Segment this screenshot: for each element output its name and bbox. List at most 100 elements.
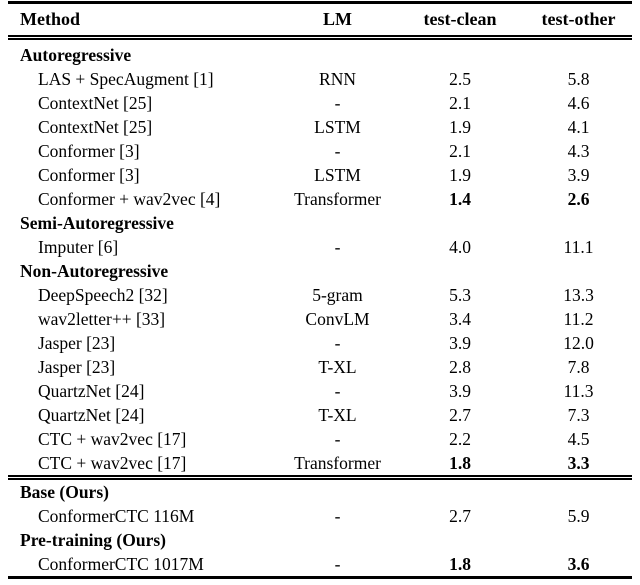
method-cell: Jasper [23] [38, 357, 116, 377]
test-clean-cell: 2.1 [449, 141, 471, 161]
test-clean-cell: 2.1 [449, 93, 471, 113]
test-clean-cell: 3.9 [449, 381, 471, 401]
test-clean-cell: 2.5 [449, 69, 471, 89]
table-row: Conformer [3] - 2.1 4.3 [8, 139, 632, 163]
section-row: Semi-Autoregressive [8, 211, 632, 235]
lm-cell: - [334, 381, 341, 401]
table-row: wav2letter++ [33] ConvLM 3.4 11.2 [8, 307, 632, 331]
test-clean-cell: 1.8 [449, 554, 471, 574]
table-row: QuartzNet [24] - 3.9 11.3 [8, 379, 632, 403]
test-other-cell: 13.3 [563, 285, 594, 305]
section-label: Semi-Autoregressive [20, 213, 174, 233]
lm-cell: LSTM [314, 165, 361, 185]
method-cell: ContextNet [25] [38, 117, 153, 137]
section-row: Non-Autoregressive [8, 259, 632, 283]
lm-cell: - [334, 429, 341, 449]
test-other-cell: 5.9 [567, 506, 590, 526]
test-clean-cell: 2.7 [449, 405, 471, 425]
method-cell: CTC + wav2vec [17] [38, 453, 187, 473]
section-label: Pre-training (Ours) [20, 530, 166, 550]
test-other-cell: 12.0 [563, 333, 594, 353]
table-row: DeepSpeech2 [32] 5-gram 5.3 13.3 [8, 283, 632, 307]
column-header-test-other: test-other [541, 9, 616, 29]
lm-cell: ConvLM [305, 309, 370, 329]
column-header-lm: LM [323, 9, 352, 29]
table-row: ContextNet [25] - 2.1 4.6 [8, 91, 632, 115]
table-row: Jasper [23] - 3.9 12.0 [8, 331, 632, 355]
test-other-cell: 4.6 [567, 93, 590, 113]
lm-cell: - [334, 506, 341, 526]
method-cell: ConformerCTC 1017M [38, 554, 204, 574]
test-other-cell: 3.6 [567, 554, 590, 574]
test-clean-cell: 3.4 [449, 309, 471, 329]
test-clean-cell: 1.4 [449, 189, 471, 209]
lm-cell: 5-gram [312, 285, 363, 305]
table-row: Conformer [3] LSTM 1.9 3.9 [8, 163, 632, 187]
table-row: LAS + SpecAugment [1] RNN 2.5 5.8 [8, 67, 632, 91]
lm-cell: Transformer [294, 189, 381, 209]
method-cell: wav2letter++ [33] [38, 309, 166, 329]
method-cell: Jasper [23] [38, 333, 116, 353]
table-group-comparison: Autoregressive LAS + SpecAugment [1] RNN 2.… [8, 38, 632, 478]
test-other-cell: 4.1 [567, 117, 590, 137]
test-clean-cell: 2.8 [449, 357, 471, 377]
lm-cell: - [334, 93, 341, 113]
table-row: Imputer [6] - 4.0 11.1 [8, 235, 632, 259]
method-cell: Imputer [6] [38, 237, 119, 257]
table-row: CTC + wav2vec [17] Transformer 1.8 3.3 [8, 451, 632, 478]
test-other-cell: 11.3 [563, 381, 594, 401]
section-label: Autoregressive [20, 45, 132, 65]
results-table: Method LM test-clean test-other Autoregr… [8, 1, 632, 579]
table-row: QuartzNet [24] T-XL 2.7 7.3 [8, 403, 632, 427]
table-row: CTC + wav2vec [17] - 2.2 4.5 [8, 427, 632, 451]
table-row: ConformerCTC 116M - 2.7 5.9 [8, 504, 632, 528]
test-other-cell: 3.9 [567, 165, 590, 185]
method-cell: Conformer [3] [38, 141, 140, 161]
test-other-cell: 11.2 [563, 309, 594, 329]
method-cell: DeepSpeech2 [32] [38, 285, 168, 305]
lm-cell: T-XL [318, 405, 357, 425]
method-cell: Conformer [3] [38, 165, 140, 185]
lm-cell: - [334, 141, 341, 161]
test-other-cell: 3.3 [567, 453, 590, 473]
lm-cell: LSTM [314, 117, 361, 137]
table-row: Conformer + wav2vec [4] Transformer 1.4 2.6 [8, 187, 632, 211]
test-other-cell: 4.3 [567, 141, 590, 161]
test-other-cell: 11.1 [563, 237, 594, 257]
lm-cell: Transformer [294, 453, 381, 473]
column-header-test-clean: test-clean [423, 9, 497, 29]
section-label: Non-Autoregressive [20, 261, 169, 281]
test-clean-cell: 4.0 [449, 237, 471, 257]
method-cell: ContextNet [25] [38, 93, 153, 113]
method-cell: CTC + wav2vec [17] [38, 429, 187, 449]
test-clean-cell: 1.9 [449, 117, 471, 137]
lm-cell: - [334, 333, 341, 353]
header-row: Method LM test-clean test-other [8, 3, 632, 38]
lm-cell: - [334, 554, 341, 574]
test-clean-cell: 5.3 [449, 285, 471, 305]
test-other-cell: 7.8 [567, 357, 590, 377]
table-row: ContextNet [25] LSTM 1.9 4.1 [8, 115, 632, 139]
lm-cell: RNN [319, 69, 356, 89]
test-clean-cell: 2.2 [449, 429, 471, 449]
section-label: Base (Ours) [20, 482, 109, 502]
table-group-ours: Base (Ours) ConformerCTC 116M - 2.7 5.9 Pre-t… [8, 477, 632, 578]
test-other-cell: 4.5 [567, 429, 590, 449]
table-row: Jasper [23] T-XL 2.8 7.8 [8, 355, 632, 379]
column-header-method: Method [20, 9, 80, 29]
test-clean-cell: 2.7 [449, 506, 471, 526]
method-cell: Conformer + wav2vec [4] [38, 189, 221, 209]
method-cell: ConformerCTC 116M [38, 506, 195, 526]
test-other-cell: 7.3 [567, 405, 590, 425]
test-clean-cell: 1.9 [449, 165, 471, 185]
lm-cell: - [334, 237, 341, 257]
table-header: Method LM test-clean test-other [8, 3, 632, 38]
test-other-cell: 5.8 [567, 69, 590, 89]
lm-cell: T-XL [318, 357, 357, 377]
section-row: Pre-training (Ours) [8, 528, 632, 552]
section-row: Base (Ours) [8, 478, 632, 505]
test-other-cell: 2.6 [567, 189, 590, 209]
method-cell: QuartzNet [24] [38, 405, 145, 425]
method-cell: LAS + SpecAugment [1] [38, 69, 214, 89]
